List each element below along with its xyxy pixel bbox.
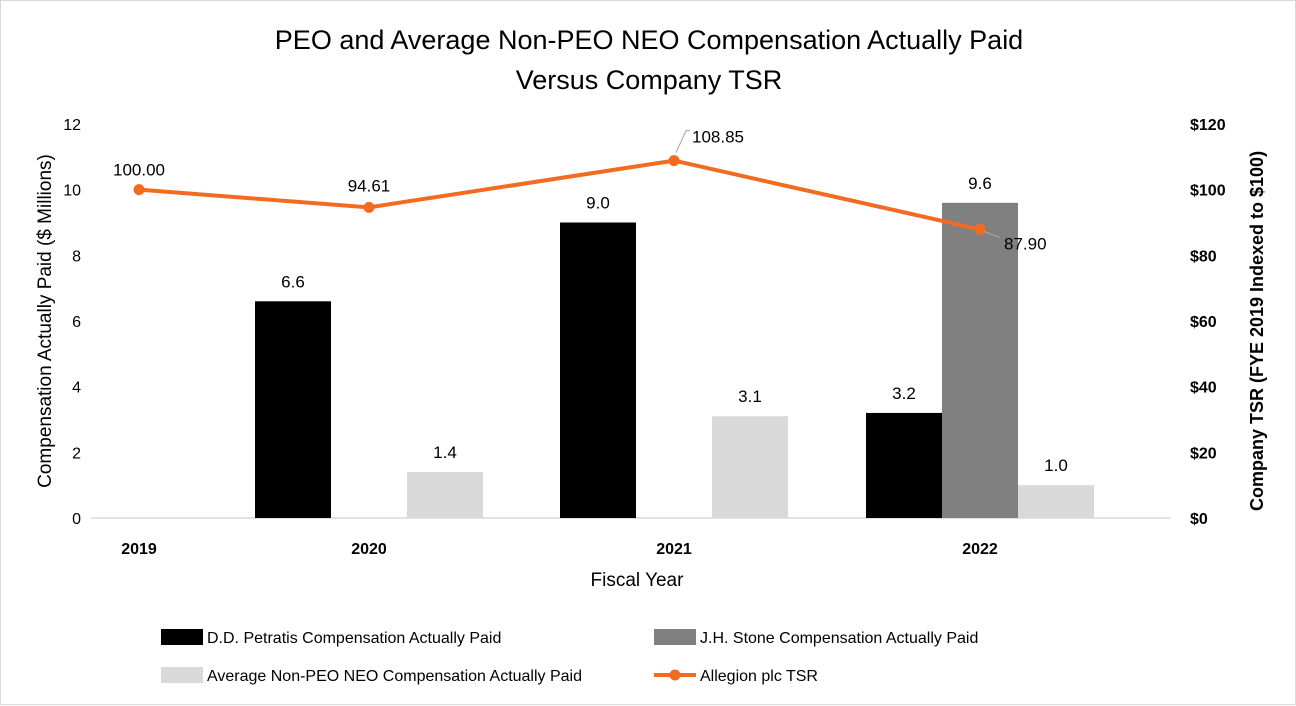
tsr-point xyxy=(133,184,145,196)
y2-tick-label: $40 xyxy=(1190,380,1217,397)
legend-marker xyxy=(669,669,681,681)
y-axis-left: 0 2 4 6 8 10 12 xyxy=(63,117,81,528)
y-tick-label: 6 xyxy=(72,314,81,331)
y-tick-label: 12 xyxy=(63,117,81,134)
y-tick-label: 4 xyxy=(72,380,81,397)
y2-tick-label: $100 xyxy=(1190,183,1226,200)
line-series: 100.00 94.61 108.85 87.90 xyxy=(113,128,1047,254)
legend-swatch xyxy=(161,629,203,645)
bar xyxy=(866,412,942,518)
x-axis-title: Fiscal Year xyxy=(591,570,685,591)
y-tick-label: 10 xyxy=(63,183,81,200)
tsr-leader-line xyxy=(675,130,690,153)
x-axis: 2019 2020 2021 2022 xyxy=(121,541,998,558)
bar-data-label: 3.1 xyxy=(738,387,762,406)
legend-label: Average Non-PEO NEO Compensation Actuall… xyxy=(207,668,582,685)
y2-tick-label: $0 xyxy=(1190,511,1208,528)
tsr-point xyxy=(363,201,375,213)
bar-data-label: 1.4 xyxy=(433,443,457,462)
tsr-line xyxy=(138,158,981,232)
legend-label: D.D. Petratis Compensation Actually Paid xyxy=(207,630,501,647)
tsr-leader-line xyxy=(983,230,1001,238)
bar xyxy=(407,472,483,518)
bar xyxy=(942,202,1018,519)
legend-swatch xyxy=(654,629,696,645)
legend-label: J.H. Stone Compensation Actually Paid xyxy=(700,630,978,647)
tsr-data-label: 100.00 xyxy=(113,161,165,180)
legend-label: Allegion plc TSR xyxy=(700,668,818,685)
tsr-point xyxy=(668,155,680,167)
y2-axis-title: Company TSR (FYE 2019 Indexed to $100) xyxy=(1247,151,1267,511)
bar-data-label: 9.6 xyxy=(968,174,992,193)
bar xyxy=(255,301,331,518)
tsr-data-label: 108.85 xyxy=(692,128,744,147)
x-tick-label: 2022 xyxy=(962,541,998,558)
y-tick-label: 2 xyxy=(72,445,81,462)
bar xyxy=(560,222,636,518)
y-axis-title: Compensation Actually Paid ($ Millions) xyxy=(35,154,56,488)
tsr-data-label: 87.90 xyxy=(1004,234,1047,253)
bar-data-label: 3.2 xyxy=(892,384,916,403)
y-axis-right: $0 $20 $40 $60 $80 $100 $120 xyxy=(1190,117,1226,528)
y2-tick-label: $120 xyxy=(1190,117,1226,134)
x-tick-label: 2019 xyxy=(121,541,157,558)
chart-title-line-1: PEO and Average Non-PEO NEO Compensation… xyxy=(275,25,1023,55)
y2-tick-label: $20 xyxy=(1190,445,1217,462)
tsr-point xyxy=(974,223,986,235)
chart-title-line-2: Versus Company TSR xyxy=(516,65,783,95)
x-tick-label: 2021 xyxy=(656,541,692,558)
legend-swatch xyxy=(161,667,203,683)
y-tick-label: 8 xyxy=(72,248,81,265)
bar xyxy=(1018,485,1094,518)
bar-data-label: 1.0 xyxy=(1044,456,1068,475)
y2-tick-label: $60 xyxy=(1190,314,1217,331)
tsr-data-label: 94.61 xyxy=(348,176,391,195)
x-tick-label: 2020 xyxy=(351,541,387,558)
bar-data-label: 6.6 xyxy=(281,272,305,291)
bar-data-label: 9.0 xyxy=(586,194,610,213)
bar-series: 6.6 1.4 9.0 3.1 3.2 9.6 1.0 xyxy=(255,174,1094,519)
bar xyxy=(712,416,788,518)
y-tick-label: 0 xyxy=(72,511,81,528)
legend: D.D. Petratis Compensation Actually Paid… xyxy=(161,629,978,685)
y2-tick-label: $80 xyxy=(1190,248,1217,265)
